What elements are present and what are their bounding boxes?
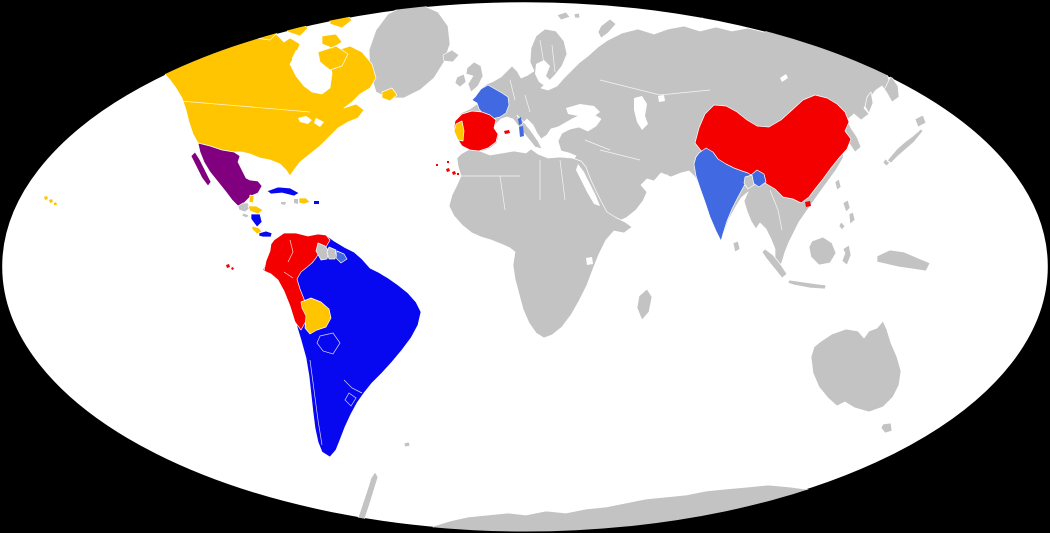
- border-chile-argentina: [309, 359, 323, 446]
- border-russia-kazakhstan: [599, 79, 711, 96]
- region-taiwan: [834, 178, 842, 191]
- region-new-zealand: [944, 421, 968, 454]
- region-hainan: [805, 201, 811, 207]
- border-europe: [509, 39, 556, 113]
- lake-baikal: [780, 74, 788, 82]
- region-japan: [882, 114, 927, 167]
- region-aleutians: [950, 94, 955, 98]
- region-uk: [465, 61, 484, 93]
- region-puerto-rico: [314, 201, 319, 204]
- region-balearic-islands: [504, 130, 510, 134]
- region-eurasia: [454, 25, 929, 269]
- region-honduras: [247, 205, 264, 215]
- great-lakes: [298, 116, 324, 127]
- region-java: [787, 279, 827, 290]
- region-novaya-zemlya: [597, 18, 617, 39]
- region-philippines: [838, 199, 856, 231]
- region-sakhalin: [864, 91, 874, 114]
- persian-gulf: [650, 174, 668, 186]
- region-svalbard: [556, 11, 581, 21]
- region-panama: [258, 230, 273, 238]
- border-southeast-asia: [769, 189, 783, 231]
- region-nicaragua: [250, 213, 263, 228]
- border-us-canada: [167, 99, 311, 113]
- region-sri-lanka: [732, 240, 741, 253]
- region-haiti: [294, 199, 298, 204]
- baltic-sea: [535, 60, 552, 87]
- region-french-guiana: [335, 250, 348, 264]
- region-andean-north: [263, 232, 331, 331]
- border-brazil-argentina: [343, 379, 363, 394]
- border-uruguay: [344, 392, 357, 407]
- region-sulawesi: [841, 244, 852, 266]
- region-suriname: [326, 246, 337, 260]
- region-africa: [448, 148, 633, 339]
- region-sumatra: [761, 248, 788, 279]
- region-madagascar: [636, 288, 653, 321]
- region-falklands: [403, 441, 411, 448]
- region-belize: [248, 194, 255, 204]
- region-cuba: [266, 186, 300, 197]
- region-greenland: [368, 4, 451, 99]
- border-colombia-venezuela: [287, 239, 294, 263]
- region-guyana: [315, 242, 330, 261]
- region-hawaii: [44, 196, 57, 205]
- region-new-guinea: [876, 249, 931, 272]
- red-sea: [576, 164, 600, 206]
- region-severnaya-zemlya: [699, 9, 713, 18]
- border-north-africa: [460, 159, 566, 211]
- region-portugal: [453, 120, 465, 142]
- black-sea: [566, 104, 600, 118]
- region-jamaica: [281, 202, 286, 205]
- caspian-sea: [634, 96, 648, 130]
- region-corsica: [518, 117, 522, 125]
- region-galapagos: [226, 264, 234, 270]
- border-ecuador-peru: [283, 271, 294, 279]
- hudson-bay: [292, 50, 318, 86]
- region-spain: [453, 110, 499, 152]
- aral-sea: [658, 95, 665, 102]
- region-mexico: [190, 142, 263, 207]
- region-el-salvador: [241, 212, 250, 219]
- region-dominican-republic: [298, 197, 311, 205]
- region-borneo: [808, 236, 837, 266]
- border-middle-east: [584, 139, 641, 161]
- lake-victoria: [586, 257, 593, 265]
- region-ireland: [454, 73, 467, 88]
- region-bangladesh: [743, 174, 755, 190]
- white-sea: [572, 54, 581, 62]
- region-australia: [810, 320, 902, 413]
- region-tasmania: [880, 422, 893, 434]
- region-bolivia: [300, 297, 332, 335]
- border-paraguay: [316, 332, 341, 355]
- region-sardinia: [519, 126, 524, 137]
- region-newfoundland: [381, 87, 398, 102]
- region-iceland: [442, 49, 460, 63]
- region-france: [471, 84, 510, 120]
